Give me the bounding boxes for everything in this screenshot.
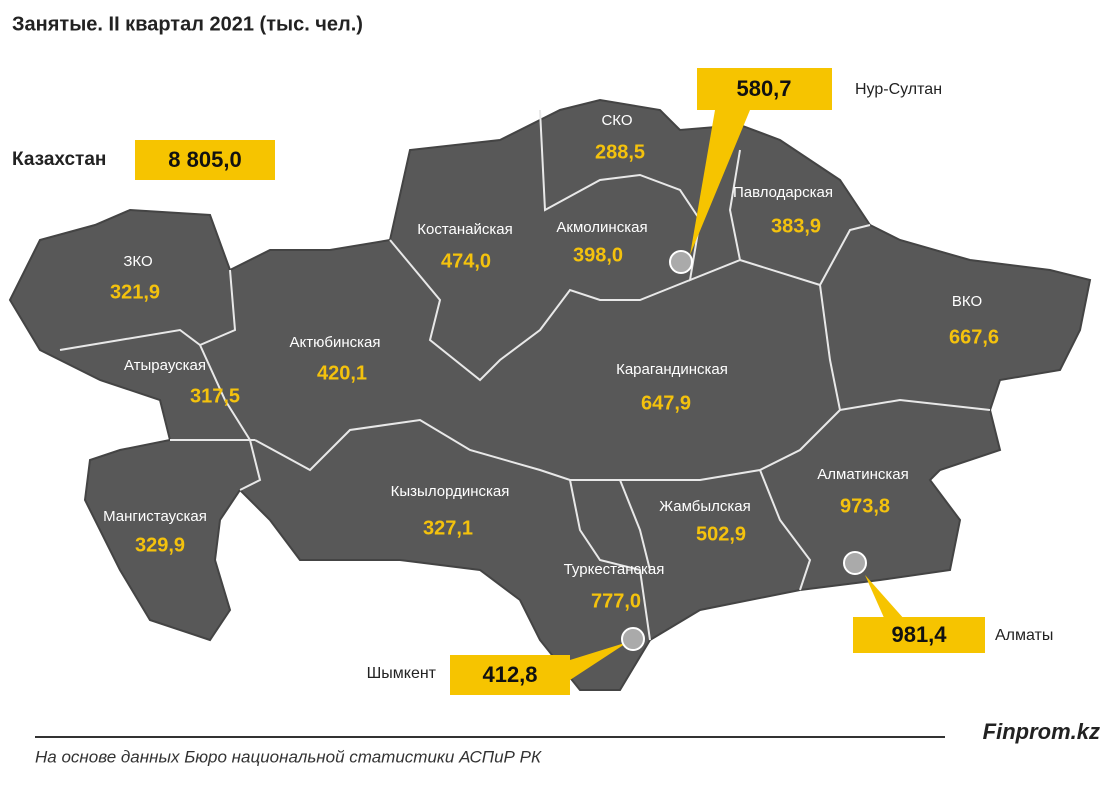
region-value: 502,9 [696, 523, 746, 545]
region-value: 383,9 [771, 215, 821, 237]
city-value: 981,4 [891, 622, 947, 647]
region-labels: ЗКО 321,9 Атырауская 317,5 Мангистауская 329,… [103, 112, 999, 612]
region-name: Павлодарская [733, 184, 833, 201]
region-value: 327,1 [423, 517, 473, 539]
map-outline [8, 98, 1092, 691]
region-name: Жамбылская [659, 498, 751, 515]
region-name: Алматинская [817, 466, 908, 483]
region-name: Атырауская [124, 357, 206, 374]
brand: Finprom.kz [983, 719, 1100, 744]
region-value: 777,0 [591, 590, 641, 612]
region-borders [59, 109, 991, 641]
region-value: 288,5 [595, 141, 645, 163]
total-name: Казахстан [12, 149, 106, 170]
region-value: 667,6 [949, 326, 999, 348]
region-name: Костанайская [417, 221, 513, 238]
region-value: 321,9 [110, 281, 160, 303]
region-value: 398,0 [573, 244, 623, 266]
region-name: ЗКО [123, 253, 152, 270]
city-name: Шымкент [367, 665, 437, 682]
region-name: Актюбинская [290, 334, 381, 351]
region-value: 420,1 [317, 362, 367, 384]
title: Занятые. II квартал 2021 (тыс. чел.) [12, 13, 363, 35]
city-name: Алматы [995, 627, 1053, 644]
region-name: Карагандинская [616, 361, 728, 378]
region-value: 474,0 [441, 250, 491, 272]
callouts [450, 68, 985, 695]
region-name: Акмолинская [556, 219, 647, 236]
region-name: ВКО [952, 293, 982, 310]
total-box [135, 140, 275, 180]
source: На основе данных Бюро национальной стати… [35, 747, 542, 766]
city-value: 412,8 [482, 662, 537, 687]
region-value: 647,9 [641, 392, 691, 414]
city-name: Нур-Султан [855, 81, 942, 98]
region-value: 329,9 [135, 534, 185, 556]
region-name: Кызылординская [391, 483, 510, 500]
region-name: Мангистауская [103, 508, 207, 525]
city-value: 580,7 [736, 76, 791, 101]
total-value: 8 805,0 [168, 147, 241, 172]
region-value: 973,8 [840, 495, 890, 517]
region-name: СКО [601, 112, 632, 129]
region-value: 317,5 [190, 385, 240, 407]
region-name: Туркестанская [564, 561, 665, 578]
